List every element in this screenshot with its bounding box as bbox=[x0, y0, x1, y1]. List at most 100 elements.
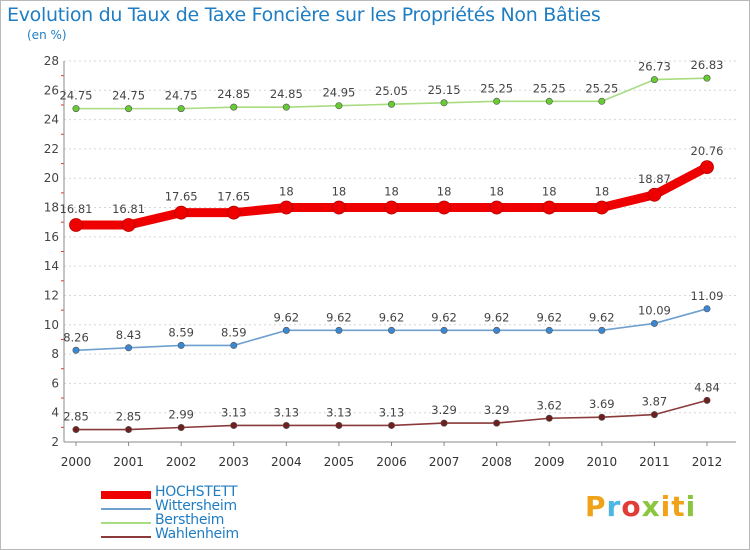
data-label-hochstett: 18 bbox=[332, 185, 347, 199]
data-label-hochstett: 17.65 bbox=[217, 190, 250, 204]
y-tick-label: 22 bbox=[44, 142, 59, 156]
data-point-hochstett bbox=[700, 160, 714, 174]
logo-letter: x bbox=[641, 490, 661, 523]
data-label-hochstett: 17.65 bbox=[165, 190, 198, 204]
data-label-wahlenheim: 2.99 bbox=[168, 407, 194, 421]
data-point-berstheim bbox=[650, 76, 658, 84]
y-tick-label: 6 bbox=[51, 376, 59, 390]
data-point-wahlenheim bbox=[72, 426, 80, 434]
data-point-wahlenheim bbox=[440, 419, 448, 427]
data-point-wittersheim bbox=[650, 319, 658, 327]
data-label-berstheim: 26.83 bbox=[691, 58, 724, 72]
x-tick-label: 2005 bbox=[324, 455, 355, 469]
logo-letter: i bbox=[685, 490, 697, 523]
data-label-wahlenheim: 3.29 bbox=[431, 403, 457, 417]
data-label-wittersheim: 9.62 bbox=[536, 310, 562, 324]
x-tick-label: 2001 bbox=[113, 455, 144, 469]
data-point-berstheim bbox=[703, 74, 711, 82]
data-label-wittersheim: 9.62 bbox=[379, 310, 405, 324]
data-label-berstheim: 26.73 bbox=[638, 60, 671, 74]
data-point-wittersheim bbox=[598, 326, 606, 334]
y-tick-label: 10 bbox=[44, 318, 59, 332]
data-label-berstheim: 25.25 bbox=[533, 81, 566, 95]
data-point-wittersheim bbox=[177, 341, 185, 349]
data-point-hochstett bbox=[384, 200, 399, 215]
data-label-wahlenheim: 3.62 bbox=[536, 398, 562, 412]
legend-label: Berstheim bbox=[155, 512, 225, 528]
data-label-berstheim: 24.75 bbox=[60, 89, 93, 103]
data-label-berstheim: 24.95 bbox=[322, 86, 355, 100]
data-point-wahlenheim bbox=[650, 411, 658, 419]
data-point-wahlenheim bbox=[545, 414, 553, 422]
y-tick-label: 24 bbox=[44, 113, 59, 127]
data-label-wahlenheim: 3.29 bbox=[484, 403, 510, 417]
logo-letter: r bbox=[606, 490, 622, 523]
data-point-berstheim bbox=[125, 105, 133, 113]
data-point-wittersheim bbox=[125, 344, 133, 352]
data-label-hochstett: 18 bbox=[542, 185, 557, 199]
data-point-wahlenheim bbox=[387, 421, 395, 429]
data-label-hochstett: 16.81 bbox=[60, 202, 93, 216]
y-tick-label: 28 bbox=[44, 54, 59, 68]
x-tick-label: 2011 bbox=[639, 455, 670, 469]
data-point-berstheim bbox=[598, 97, 606, 105]
data-point-hochstett bbox=[594, 200, 609, 215]
data-point-hochstett bbox=[69, 218, 83, 232]
data-point-hochstett bbox=[489, 200, 504, 215]
logo-letter: o bbox=[621, 490, 642, 523]
x-tick-label: 2002 bbox=[166, 455, 197, 469]
chart-title: Evolution du Taux de Taxe Foncière sur l… bbox=[7, 4, 601, 26]
legend-label: Wittersheim bbox=[155, 498, 237, 514]
data-label-wittersheim: 9.62 bbox=[431, 310, 457, 324]
x-tick-label: 2004 bbox=[271, 455, 302, 469]
data-point-hochstett bbox=[437, 200, 451, 215]
data-point-berstheim bbox=[440, 99, 448, 107]
legend-swatch-berstheim bbox=[101, 522, 151, 524]
data-label-wittersheim: 8.59 bbox=[168, 325, 194, 339]
data-point-hochstett bbox=[174, 205, 189, 220]
data-point-hochstett bbox=[121, 218, 136, 232]
legend-swatch-hochstett bbox=[101, 491, 151, 499]
data-point-wahlenheim bbox=[598, 413, 606, 421]
data-label-wittersheim: 8.59 bbox=[221, 325, 247, 339]
data-point-wittersheim bbox=[230, 341, 238, 349]
data-point-wahlenheim bbox=[282, 421, 290, 429]
y-tick-label: 18 bbox=[44, 201, 59, 215]
data-point-wittersheim bbox=[493, 326, 501, 334]
data-point-hochstett bbox=[279, 200, 294, 215]
data-point-wahlenheim bbox=[703, 396, 711, 404]
logo-letter: t bbox=[671, 490, 686, 523]
data-point-berstheim bbox=[493, 97, 501, 105]
data-label-wittersheim: 10.09 bbox=[638, 303, 671, 317]
data-label-berstheim: 25.25 bbox=[585, 81, 618, 95]
x-tick-label: 2012 bbox=[692, 455, 723, 469]
data-label-wittersheim: 8.43 bbox=[116, 328, 142, 342]
y-tick-label: 8 bbox=[51, 347, 59, 361]
data-label-hochstett: 18 bbox=[279, 185, 294, 199]
data-point-berstheim bbox=[545, 97, 553, 105]
data-label-hochstett: 18 bbox=[384, 185, 399, 199]
series-lines bbox=[69, 74, 714, 434]
data-label-wittersheim: 9.62 bbox=[274, 310, 300, 324]
x-tick-label: 2010 bbox=[587, 455, 618, 469]
data-label-berstheim: 25.15 bbox=[428, 83, 461, 97]
data-point-hochstett bbox=[226, 205, 241, 220]
data-label-wahlenheim: 4.84 bbox=[694, 380, 720, 394]
data-label-wahlenheim: 3.13 bbox=[379, 405, 405, 419]
data-point-berstheim bbox=[335, 102, 343, 110]
x-tick-label: 2009 bbox=[534, 455, 565, 469]
unit-label: (en %) bbox=[27, 28, 67, 42]
data-label-wahlenheim: 3.13 bbox=[326, 405, 352, 419]
grid bbox=[64, 60, 736, 414]
data-point-wittersheim bbox=[282, 326, 290, 334]
data-label-wittersheim: 8.26 bbox=[63, 330, 89, 344]
data-point-wittersheim bbox=[72, 346, 80, 354]
data-point-berstheim bbox=[177, 105, 185, 113]
data-point-berstheim bbox=[72, 105, 80, 113]
data-label-berstheim: 25.05 bbox=[375, 84, 408, 98]
data-label-wittersheim: 9.62 bbox=[326, 310, 352, 324]
data-label-wahlenheim: 3.69 bbox=[589, 397, 615, 411]
data-label-wittersheim: 9.62 bbox=[484, 310, 510, 324]
